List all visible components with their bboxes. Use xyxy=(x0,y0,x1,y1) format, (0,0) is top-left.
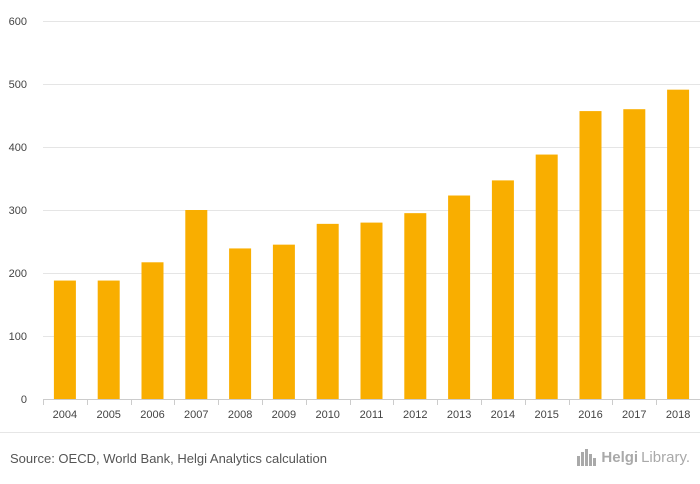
bar-2006[interactable] xyxy=(141,262,164,399)
bar-2013[interactable] xyxy=(448,195,471,399)
bars xyxy=(53,89,690,400)
x-tick-label: 2009 xyxy=(272,409,296,421)
x-tick-label: 2006 xyxy=(140,409,164,421)
bar-chart: 0 100 200 300 400 500 600 2004 2005 2006 2007 2008… xyxy=(9,16,700,421)
bar-2012[interactable] xyxy=(404,213,427,399)
bar-2015[interactable] xyxy=(535,154,558,399)
x-tick-label: 2012 xyxy=(403,409,427,421)
y-tick-label: 500 xyxy=(9,79,27,91)
x-tick-label: 2018 xyxy=(666,409,690,421)
bar-2016[interactable] xyxy=(579,111,602,399)
brand-name-suffix: Library. xyxy=(641,448,690,466)
bar-2011[interactable] xyxy=(360,222,383,399)
bar-2017[interactable] xyxy=(623,109,646,399)
bar-2005[interactable] xyxy=(97,280,120,399)
x-tick-label: 2007 xyxy=(184,409,208,421)
bar-2007[interactable] xyxy=(185,210,208,399)
x-tick-label: 2015 xyxy=(534,409,558,421)
city-skyline-icon xyxy=(577,449,597,466)
brand-name-prefix: Helgi xyxy=(601,448,639,466)
x-tick-label: 2011 xyxy=(360,409,384,421)
y-tick-label: 100 xyxy=(9,331,27,343)
brand-logo[interactable]: Helgi Library. xyxy=(576,448,690,466)
bar-2008[interactable] xyxy=(229,248,252,399)
chart-footer: Source: OECD, World Bank, Helgi Analytic… xyxy=(0,432,700,484)
bar-2018[interactable] xyxy=(667,89,690,400)
x-axis-ticks: 2004 2005 2006 2007 2008 2009 2010 2011 2012 2013… xyxy=(53,409,691,421)
x-tick-label: 2008 xyxy=(228,409,252,421)
x-axis xyxy=(43,399,700,405)
y-tick-label: 0 xyxy=(21,394,27,406)
y-tick-label: 400 xyxy=(9,142,27,154)
x-tick-label: 2005 xyxy=(96,409,120,421)
x-tick-label: 2010 xyxy=(315,409,339,421)
y-tick-label: 200 xyxy=(9,268,27,280)
x-tick-label: 2013 xyxy=(447,409,471,421)
bar-2010[interactable] xyxy=(316,223,339,399)
y-tick-label: 600 xyxy=(9,16,27,28)
y-tick-label: 300 xyxy=(9,205,27,217)
bar-2009[interactable] xyxy=(272,244,295,399)
x-tick-label: 2004 xyxy=(53,409,77,421)
x-tick-label: 2014 xyxy=(491,409,515,421)
source-note: Source: OECD, World Bank, Helgi Analytic… xyxy=(10,451,327,466)
bar-2014[interactable] xyxy=(491,180,514,399)
bar-2004[interactable] xyxy=(53,280,76,399)
x-tick-label: 2016 xyxy=(578,409,602,421)
y-axis-ticks: 0 100 200 300 400 500 600 xyxy=(9,16,27,406)
x-tick-label: 2017 xyxy=(622,409,646,421)
